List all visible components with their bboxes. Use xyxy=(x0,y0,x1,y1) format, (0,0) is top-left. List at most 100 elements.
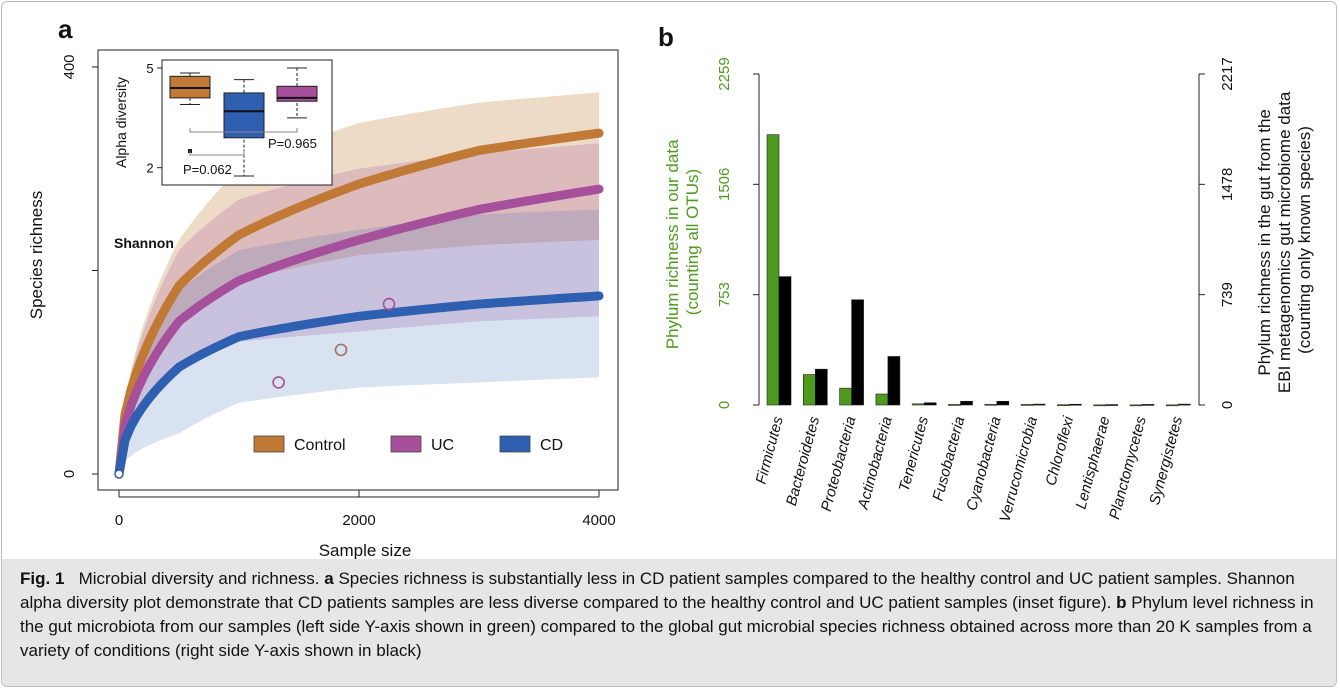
legend-swatch-control xyxy=(253,435,285,453)
caption-part-b-letter: b xyxy=(1116,593,1127,612)
bar-left-chloroflexi xyxy=(1057,404,1070,407)
panel-b-right-axis-title: Phylum richness in the gut from the EBI … xyxy=(1255,87,1314,393)
rarefaction-points xyxy=(272,297,396,389)
left-axis-title-line-2: (counting all OTUs) xyxy=(683,169,702,315)
bar-left-actinobacteria xyxy=(875,393,889,406)
bar-right-actinobacteria xyxy=(887,356,901,406)
rarefaction-bands xyxy=(119,92,599,474)
bar-right-fusobacteria xyxy=(960,400,973,406)
legend-label-uc: UC xyxy=(431,437,454,454)
inset-tick-label-5: 5 xyxy=(146,61,153,76)
panel-a-x-axis-title: Sample size xyxy=(319,541,412,559)
curve-origin-marker xyxy=(114,469,124,479)
bar-right-lentisphaerae xyxy=(1105,404,1118,406)
category-label-lentisphaerae: Lentisphaerae xyxy=(1073,415,1114,511)
bar-right-planctomycetes xyxy=(1141,404,1155,406)
left-tick-label-2259: 2259 xyxy=(716,57,733,90)
band-control xyxy=(119,92,599,474)
panel-a-letter: a xyxy=(58,14,73,44)
right-axis-title-line-3: (counting only known species) xyxy=(1295,126,1314,354)
box-uc xyxy=(276,85,318,102)
left-tick-label-753: 753 xyxy=(716,282,733,307)
curve-cd xyxy=(114,291,604,479)
shannon-label: Shannon xyxy=(114,235,174,251)
caption-part-b-text: Phylum level richness in the gut microbi… xyxy=(20,593,1314,660)
band-cd xyxy=(119,209,599,474)
panel-a-legend: Control UC CD xyxy=(253,435,563,454)
bar-right-cyanobacteria xyxy=(996,400,1010,406)
caption-part-a-letter: a xyxy=(324,569,334,588)
legend-label-control: Control xyxy=(294,437,346,454)
bar-right-firmicutes xyxy=(778,276,792,406)
bar-left-verrucomicrobia xyxy=(1020,404,1034,406)
bar-left-lentisphaerae xyxy=(1093,404,1106,407)
legend-swatch-uc xyxy=(390,435,422,453)
inset-y-axis-title: Alpha diversity xyxy=(113,77,129,168)
category-label-synergistetes: Synergistetes xyxy=(1146,414,1186,507)
category-label-proteobacteria: Proteobacteria xyxy=(818,415,860,514)
category-label-bacteroidetes: Bacteroidetes xyxy=(783,414,823,507)
category-label-fusobacteria: Fusobacteria xyxy=(929,415,968,503)
bar-left-proteobacteria xyxy=(839,387,852,406)
right-tick-label-739: 739 xyxy=(1219,282,1236,307)
figure-caption: Fig. 1 Microbial diversity and richness.… xyxy=(2,559,1336,686)
bar-left-bacteroidetes xyxy=(802,374,816,406)
inset-tick-label-2: 2 xyxy=(146,161,153,176)
rarefaction-curves xyxy=(114,128,604,479)
bar-left-synergistetes xyxy=(1166,404,1179,407)
bar-right-verrucomicrobia xyxy=(1032,403,1046,406)
panel-b: b 0 753 1506 2259 0 739 1478 2217 FirmicutesBac… xyxy=(658,22,1314,524)
bar-right-proteobacteria xyxy=(851,299,864,406)
panel-b-letter: b xyxy=(658,22,674,52)
comparison-bracket-2 xyxy=(189,128,298,133)
sample-point-1 xyxy=(272,376,285,389)
sample-point-3 xyxy=(382,297,396,311)
caption-fig-label: Fig. 1 xyxy=(20,569,65,588)
band-uc xyxy=(119,143,599,474)
bar-right-chloroflexi xyxy=(1069,403,1082,406)
bar-left-fusobacteria xyxy=(948,404,961,406)
x-tick-label-2000: 2000 xyxy=(342,512,375,529)
left-axis-title-line-1: Phylum richness in our data xyxy=(663,139,682,349)
bar-left-planctomycetes xyxy=(1129,404,1143,407)
bar-left-cyanobacteria xyxy=(984,403,998,406)
category-label-chloroflexi: Chloroflexi xyxy=(1042,414,1077,487)
box-cd xyxy=(223,92,265,139)
left-tick-label-1506: 1506 xyxy=(716,168,733,201)
left-tick-label-0: 0 xyxy=(716,401,733,409)
comparison-bracket-1 xyxy=(189,151,245,156)
right-tick-label-1478: 1478 xyxy=(1219,168,1236,201)
category-label-cyanobacteria: Cyanobacteria xyxy=(963,415,1004,513)
category-label-verrucomicrobia: Verrucomicrobia xyxy=(996,415,1041,524)
curve-control xyxy=(114,128,604,479)
sample-point-2 xyxy=(334,343,348,357)
x-tick-label-4000: 4000 xyxy=(582,512,615,529)
panel-b-left-axis-title: Phylum richness in our data (counting al… xyxy=(663,135,702,350)
panel-b-axes: 0 753 1506 2259 0 739 1478 2217 xyxy=(716,57,1236,409)
curve-uc xyxy=(114,184,604,479)
caption-part-a-text: Species richness is substantially less i… xyxy=(20,569,1295,612)
comparison-label-2: P=0.965 xyxy=(268,136,317,151)
bar-left-tenericutes xyxy=(911,403,925,406)
y-tick-label-0: 0 xyxy=(61,470,78,478)
y-tick-label-400: 400 xyxy=(61,54,78,79)
phylum-category-labels: FirmicutesBacteroidetesProteobacteriaAct… xyxy=(753,414,1187,524)
right-axis-title-line-2: EBI metagenomics gut microbiome data xyxy=(1275,91,1294,393)
legend-label-cd: CD xyxy=(540,437,563,454)
x-tick-label-0: 0 xyxy=(115,512,123,529)
category-label-actinobacteria: Actinobacteria xyxy=(854,415,895,512)
alpha-diversity-inset: 2 5 Alpha diversity P=0.062 P=0.965 xyxy=(113,59,333,186)
category-label-planctomycetes: Planctomycetes xyxy=(1106,414,1150,521)
panel-a-y-axis-title: Species richness xyxy=(27,191,46,320)
bar-right-bacteroidetes xyxy=(814,368,828,406)
right-axis-title-line-1: Phylum richness in the gut from the xyxy=(1255,109,1274,375)
comparison-label-1: P=0.062 xyxy=(183,162,232,177)
category-label-firmicutes: Firmicutes xyxy=(753,414,787,486)
bar-right-synergistetes xyxy=(1178,403,1191,406)
caption-title: Microbial diversity and richness. xyxy=(78,569,320,588)
bar-left-firmicutes xyxy=(766,134,780,406)
